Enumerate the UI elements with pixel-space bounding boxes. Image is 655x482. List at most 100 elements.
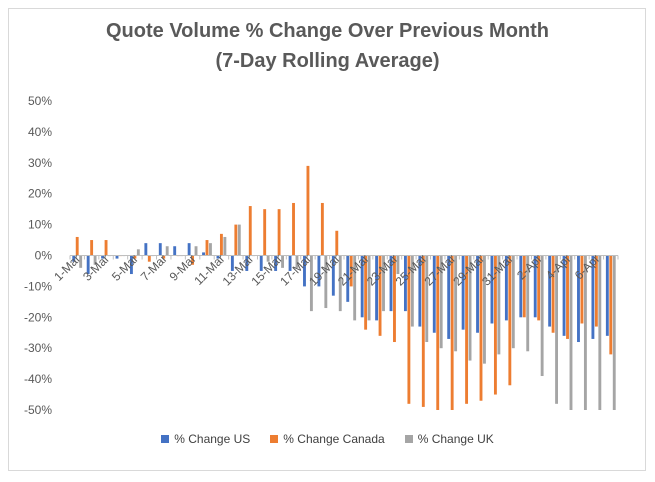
bar-series-1-19-Mar xyxy=(331,255,335,296)
legend: % Change US % Change Canada % Change UK xyxy=(0,432,655,446)
bar-series-3-9-Mar xyxy=(194,246,198,256)
bar-series-1-21-Mar xyxy=(360,255,364,318)
bar-series-2-7-Mar xyxy=(162,255,166,259)
bar-series-3-14-Mar xyxy=(266,255,270,262)
bar-series-1-15-Mar xyxy=(274,255,278,271)
bar-series-3-24-Mar xyxy=(410,255,414,327)
bar-series-2-19-Mar xyxy=(335,230,339,256)
bar-series-3-16-Mar xyxy=(295,255,299,268)
bar-series-1-28-Mar xyxy=(461,255,465,330)
bar-series-1-7-Mar xyxy=(158,243,162,256)
bar-series-3-27-Mar xyxy=(454,255,458,352)
bar-series-2-11-Mar xyxy=(219,233,223,256)
y-tick-label: -20% xyxy=(24,310,52,324)
chart-frame xyxy=(8,8,646,471)
bar-series-3-3-Apr xyxy=(555,255,558,404)
y-tick-label: 20% xyxy=(28,187,52,201)
chart-title-line2: (7-Day Rolling Average) xyxy=(215,50,440,72)
bar-series-2-22-Mar xyxy=(378,255,382,336)
y-tick-label: 50% xyxy=(28,94,52,108)
bar-series-1-25-Mar xyxy=(418,255,422,327)
bar-series-1-2-Apr xyxy=(533,255,537,318)
bar-series-2-26-Mar xyxy=(436,255,440,410)
bar-series-1-11-Mar xyxy=(216,255,220,259)
bar-series-1-4-Apr xyxy=(562,255,566,336)
legend-label: % Change US xyxy=(174,432,251,446)
bar-series-1-18-Mar xyxy=(317,255,321,287)
bar-series-1-27-Mar xyxy=(447,255,451,339)
bar-series-3-12-Mar xyxy=(237,224,241,256)
bar-series-2-27-Mar xyxy=(450,255,454,410)
bar-series-2-29-Mar xyxy=(479,255,483,401)
bar-series-3-5-Apr xyxy=(583,255,587,410)
y-tick-label: 10% xyxy=(28,218,52,232)
y-tick-label: 30% xyxy=(28,156,52,170)
bar-series-1-10-Mar xyxy=(202,252,205,256)
bars xyxy=(72,165,616,410)
bar-series-3-11-Mar xyxy=(223,236,227,256)
bar-series-2-30-Mar xyxy=(493,255,497,395)
legend-swatch xyxy=(404,435,413,443)
x-tick-label: 2-Apr xyxy=(514,252,545,283)
bar-series-2-5-Mar xyxy=(133,255,137,259)
bar-series-1-12-Mar xyxy=(230,255,234,271)
bar-series-2-10-Mar xyxy=(205,240,209,256)
bar-series-3-23-Mar xyxy=(396,255,400,275)
legend-label: % Change Canada xyxy=(283,432,385,446)
x-tick-label: 4-Apr xyxy=(543,252,574,283)
bar-series-2-28-Mar xyxy=(465,255,469,404)
bar-series-3-28-Mar xyxy=(468,255,472,361)
y-tick-label: -10% xyxy=(24,279,52,293)
bar-series-1-4-Mar xyxy=(115,255,119,259)
bar-series-2-5-Apr xyxy=(580,255,584,324)
bar-series-1-5-Apr xyxy=(577,255,580,343)
bar-series-1-22-Mar xyxy=(375,255,379,321)
bar-series-2-15-Mar xyxy=(277,209,281,256)
bar-series-1-23-Mar xyxy=(389,255,393,312)
bar-series-3-31-Mar xyxy=(511,255,515,349)
bar-series-3-21-Mar xyxy=(367,255,371,321)
bar-series-3-26-Mar xyxy=(439,255,443,349)
bar-series-3-30-Mar xyxy=(497,255,501,355)
bar-series-3-2-Mar xyxy=(93,255,97,265)
bar-series-2-3-Apr xyxy=(551,255,555,333)
bar-series-2-2-Mar xyxy=(90,240,94,256)
bar-series-1-5-Mar xyxy=(129,255,133,275)
bar-series-1-6-Apr xyxy=(591,255,595,339)
bar-series-1-2-Mar xyxy=(86,255,90,275)
bar-series-1-6-Mar xyxy=(144,243,148,256)
bar-series-1-16-Mar xyxy=(288,255,292,271)
bar-series-1-13-Mar xyxy=(245,255,249,271)
bar-series-2-24-Mar xyxy=(407,255,411,404)
bar-series-2-25-Mar xyxy=(421,255,425,407)
bar-series-1-29-Mar xyxy=(476,255,479,333)
bar-series-2-4-Apr xyxy=(566,255,569,339)
bar-series-3-29-Mar xyxy=(483,255,486,364)
bar-series-3-17-Mar xyxy=(309,255,313,312)
bar-series-3-18-Mar xyxy=(324,255,328,309)
bar-series-1-3-Apr xyxy=(548,255,552,327)
bar-series-1-8-Mar xyxy=(173,246,177,256)
bar-series-1-9-Mar xyxy=(187,243,191,256)
bar-series-1-3-Mar xyxy=(101,255,105,259)
x-tick-label: 6-Apr xyxy=(572,252,603,283)
bar-series-2-6-Apr xyxy=(594,255,598,327)
bar-series-1-20-Mar xyxy=(346,255,350,302)
bar-series-1-17-Mar xyxy=(303,255,306,287)
bar-series-3-7-Mar xyxy=(165,246,169,256)
x-axis-ticks xyxy=(69,255,619,260)
legend-item-3: % Change UK xyxy=(404,432,494,446)
bar-series-2-18-Mar xyxy=(320,202,324,256)
bar-series-3-20-Mar xyxy=(353,255,357,321)
bar-series-2-3-Mar xyxy=(104,240,108,256)
legend-swatch xyxy=(270,435,279,443)
bar-series-2-9-Mar xyxy=(191,255,195,265)
bar-series-3-1-Apr xyxy=(526,255,530,352)
bar-series-1-14-Mar xyxy=(259,255,263,271)
bar-series-2-12-Mar xyxy=(234,224,238,256)
chart-title: Quote Volume % Change Over Previous Mont… xyxy=(0,16,655,76)
bar-series-2-31-Mar xyxy=(508,255,512,386)
bar-series-3-10-Mar xyxy=(209,243,212,256)
bar-series-3-7-Apr xyxy=(612,255,616,410)
